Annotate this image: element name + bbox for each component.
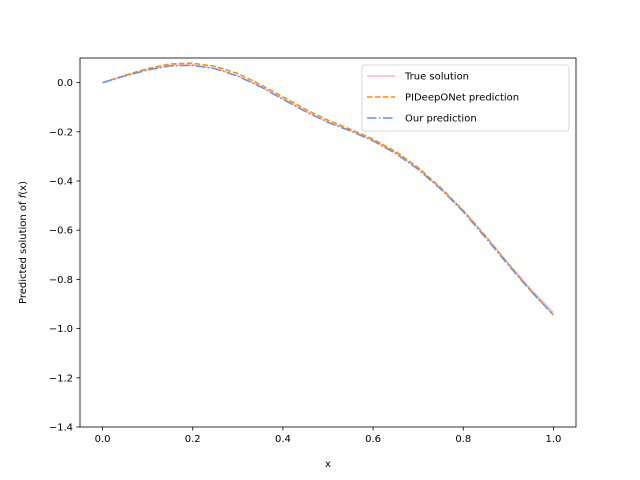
series-line-3: [102, 64, 554, 316]
x-axis-ticks: 0.0 0.2 0.4 0.6 0.8 1.0: [95, 427, 562, 445]
y-axis-label: Predicted solution of f(x): [18, 181, 29, 304]
x-tick-label: 0.6: [365, 434, 381, 445]
x-tick-label: 0.0: [95, 434, 111, 445]
legend-label-3: Our prediction: [405, 114, 477, 125]
series-line-2: [102, 62, 555, 316]
y-tick-label: −0.8: [49, 275, 73, 286]
legend-label-2: PIDeepONet prediction: [405, 93, 519, 104]
y-tick-label: 0.0: [57, 78, 73, 89]
y-tick-label: −0.4: [49, 177, 73, 188]
legend: True solution PIDeepONet prediction Our pr…: [361, 64, 570, 132]
y-tick-label: −1.4: [49, 423, 73, 434]
plot-frame: [79, 57, 577, 428]
x-tick-label: 1.0: [546, 434, 562, 445]
y-axis-label-argument: (x): [18, 181, 29, 195]
x-tick-label: 0.4: [275, 434, 291, 445]
legend-label-1: True solution: [404, 72, 469, 83]
y-tick-label: −1.0: [49, 324, 73, 335]
y-tick-label: −0.6: [49, 226, 73, 237]
x-tick-label: 0.2: [185, 434, 201, 445]
y-tick-label: −0.2: [49, 127, 73, 138]
series-layer: [102, 62, 555, 316]
y-axis-label-prefix: Predicted solution of: [18, 198, 29, 304]
y-tick-label: −1.2: [49, 373, 73, 384]
x-tick-label: 0.8: [455, 434, 471, 445]
y-axis-ticks: −1.4 −1.2 −1.0 −0.8 −0.6 −0.4 −0.2 0.0: [49, 78, 80, 434]
x-axis-label: x: [325, 459, 331, 470]
y-axis-label-function: f: [18, 193, 29, 198]
legend-box: [361, 64, 570, 132]
